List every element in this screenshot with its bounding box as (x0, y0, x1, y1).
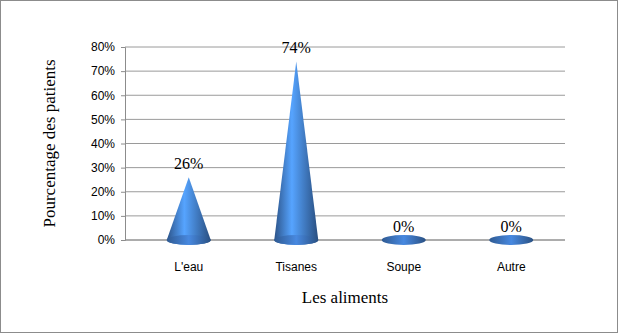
tick-label: 70% (91, 64, 115, 78)
data-labels: 26% 74% 0% 0% (174, 39, 522, 235)
data-label: 0% (501, 218, 522, 235)
tick-label: 20% (91, 185, 115, 199)
tick-mark (121, 216, 125, 217)
marks (167, 61, 534, 245)
y-axis: 0% 10% 20% 30% 40% 50% 60% 70% 80% (91, 40, 126, 247)
data-label: 26% (174, 155, 203, 172)
cone-body (167, 177, 211, 245)
tick: L'eau (174, 240, 203, 274)
y-axis-line (121, 48, 126, 241)
tick-mark (121, 168, 125, 169)
tick-label: Soupe (386, 260, 421, 274)
cone-base (382, 235, 426, 245)
tick-mark (121, 144, 125, 145)
tick: 30% (91, 161, 125, 175)
tick-mark (121, 47, 125, 48)
cone-body (274, 61, 318, 245)
grid-line (125, 71, 565, 72)
cone (167, 177, 211, 245)
tick-label: 40% (91, 137, 115, 151)
tick-label: 60% (91, 89, 115, 103)
grid-line (125, 143, 565, 144)
tick-mark (121, 119, 125, 120)
chart: 0% 10% 20% 30% 40% 50% 60% 70% 80% L'eau Tisanes So… (0, 0, 618, 333)
tick: 10% (91, 209, 125, 223)
tick: 50% (91, 113, 125, 127)
tick: 20% (91, 185, 125, 199)
tick: Soupe (386, 240, 421, 274)
grid-line (125, 119, 565, 120)
tick-label: Tisanes (275, 260, 317, 274)
tick-mark (121, 71, 125, 72)
tick-label: 0% (98, 233, 116, 247)
y-axis-title: Pourcentage des patients (40, 59, 59, 227)
tick: Tisanes (275, 240, 317, 274)
tick-mark (121, 240, 125, 241)
tick-label: Autre (497, 260, 526, 274)
tick-mark (121, 192, 125, 193)
x-axis-title: Les aliments (302, 288, 388, 307)
tick-label: L'eau (174, 260, 203, 274)
x-axis: L'eau Tisanes Soupe Autre (125, 240, 565, 274)
tick: 80% (91, 40, 125, 54)
tick-mark (121, 95, 125, 96)
tick: 40% (91, 137, 125, 151)
chart-frame (1, 1, 618, 333)
cone-base (274, 235, 318, 245)
tick: 70% (91, 64, 125, 78)
grid-line (125, 95, 565, 96)
tick-label: 30% (91, 161, 115, 175)
grid-line (125, 47, 565, 48)
tick-label: 10% (91, 209, 115, 223)
cone (489, 235, 533, 245)
cone (274, 61, 318, 245)
tick-label: 50% (91, 113, 115, 127)
tick-label: 80% (91, 40, 115, 54)
cone-base (167, 235, 211, 245)
tick: Autre (497, 240, 526, 274)
data-label: 74% (282, 39, 311, 56)
tick: 0% (98, 233, 125, 247)
cone (382, 235, 426, 245)
tick: 60% (91, 89, 125, 103)
cone-base (489, 235, 533, 245)
data-label: 0% (393, 218, 414, 235)
